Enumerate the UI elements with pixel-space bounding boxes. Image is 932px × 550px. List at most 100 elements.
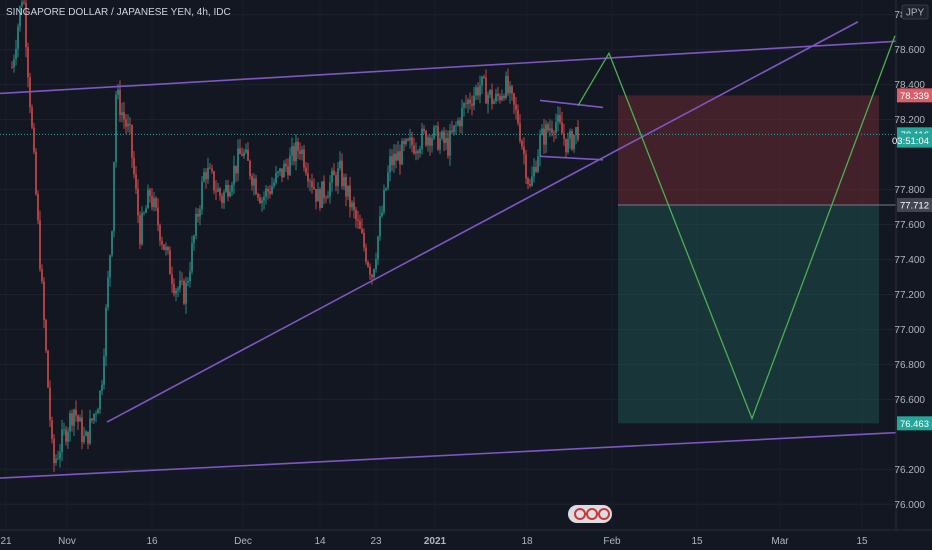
candle-body [447,138,449,156]
y-tick-label: 77.600 [894,220,925,231]
candle-body [475,87,477,96]
candle-body [477,87,479,96]
currency-badge[interactable] [901,4,929,20]
candle-body [215,190,217,192]
candle-body [19,6,21,27]
candle-body [393,153,395,166]
candle-body [461,107,463,127]
x-tick-label: 15 [691,536,703,547]
candle-body [435,126,437,128]
candle-body [365,247,367,262]
candle-body [241,154,243,156]
candle-body [207,167,209,180]
candle-body [309,181,311,182]
candle-body [301,149,303,154]
candle-body [511,86,513,94]
candle-body [297,141,299,151]
x-tick-label: 23 [370,536,382,547]
y-tick-label: 78.200 [894,115,925,126]
candle-body [95,413,97,415]
y-tick-label: 78.400 [894,80,925,91]
x-tick-label: 14 [314,536,326,547]
candle-body [27,47,29,78]
candle-body [443,131,445,143]
candle-body [259,197,261,204]
x-tick-label: 16 [146,536,158,547]
candle-body [495,93,497,102]
candle-body [45,320,47,351]
candle-body [517,109,519,124]
candle-body [491,90,493,104]
candle-body [21,2,23,7]
y-tick-label: 77.800 [894,185,925,196]
candle-body [165,247,167,250]
candle-body [211,168,213,172]
price-axis[interactable] [896,0,932,530]
candle-body [257,194,259,198]
candle-body [163,244,165,250]
candle-body [515,104,517,110]
candle-body [261,200,263,204]
candle-body [345,177,347,197]
candle-body [137,188,139,216]
candle-body [159,225,161,241]
candle-body [483,76,485,78]
candle-body [553,132,555,134]
candle-body [563,133,565,139]
candle-body [307,173,309,182]
candle-body [93,413,95,421]
candle-body [323,181,325,198]
candle-body [417,151,419,154]
candle-body [25,2,27,48]
candle-body [519,123,521,142]
candle-body [559,115,561,123]
candle-body [469,99,471,104]
candle-body [177,288,179,291]
candle-body [473,95,475,106]
candle-body [377,236,379,259]
candle-body [217,188,219,192]
candle-body [319,189,321,208]
candle-body [551,128,553,133]
x-tick-label: 2021 [424,536,447,547]
chart-title: SINGAPORE DOLLAR / JAPANESE YEN, 4h, IDC [6,7,231,18]
candle-body [337,168,339,186]
candle-body [193,235,195,244]
candle-body [205,172,207,180]
candle-body [267,188,269,192]
candle-body [225,184,227,192]
upper-channel-line [0,38,932,95]
candle-body [533,166,535,177]
candle-body [407,139,409,141]
candle-body [359,221,361,229]
candle-body [299,150,301,154]
candle-body [367,261,369,267]
candle-body [99,390,101,410]
x-tick-label: Feb [603,536,621,547]
candle-body [111,231,113,256]
candle-body [81,417,83,442]
candle-body [173,283,175,294]
candle-body [263,196,265,201]
candle-body [347,185,349,197]
candle-body [105,307,107,357]
candle-body [57,458,59,460]
candle-body [143,212,145,214]
candle-body [497,93,499,96]
y-tick-label: 78.600 [894,45,925,56]
take-profit-zone [618,204,879,424]
candle-body [233,165,235,185]
candle-body [503,95,505,99]
time-axis[interactable] [0,530,932,550]
candle-body [17,26,19,49]
y-tick-label: 76.200 [894,465,925,476]
flag-bottom-line [539,155,604,161]
candle-body [379,216,381,237]
candle-body [467,99,469,105]
candle-body [195,213,197,236]
stop-loss-zone [618,95,879,205]
candle-body [175,290,177,294]
candle-body [561,122,563,134]
candle-body [125,119,127,127]
